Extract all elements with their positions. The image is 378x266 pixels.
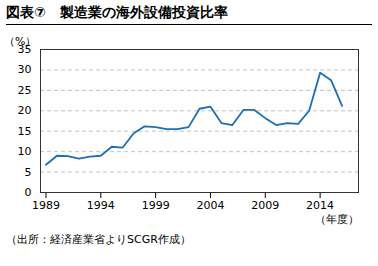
svg-text:2014: 2014 — [306, 199, 334, 212]
svg-text:（%）: （%） — [6, 35, 37, 48]
svg-text:25: 25 — [18, 84, 32, 97]
svg-text:1999: 1999 — [142, 199, 170, 212]
svg-text:（年度）: （年度） — [315, 213, 359, 226]
svg-text:1989: 1989 — [32, 199, 60, 212]
html-text:図表⑦ 製造業の海外設備投資比率: 図表⑦ 製造業の海外設備投資比率 — [6, 4, 228, 20]
svg-text:35: 35 — [17, 43, 32, 56]
svg-text:2009: 2009 — [251, 199, 279, 212]
svg-text:15: 15 — [18, 125, 32, 138]
svg-text:0: 0 — [25, 186, 32, 199]
svg-text:20: 20 — [18, 104, 32, 117]
html-text:（出所：経済産業省よりSCGR作成）: （出所：経済産業省よりSCGR作成） — [6, 233, 191, 246]
svg-text:2004: 2004 — [196, 199, 224, 212]
svg-text:1994: 1994 — [87, 199, 115, 212]
svg-text:30: 30 — [18, 63, 32, 76]
svg-text:10: 10 — [18, 145, 32, 158]
svg-text:5: 5 — [25, 166, 32, 179]
